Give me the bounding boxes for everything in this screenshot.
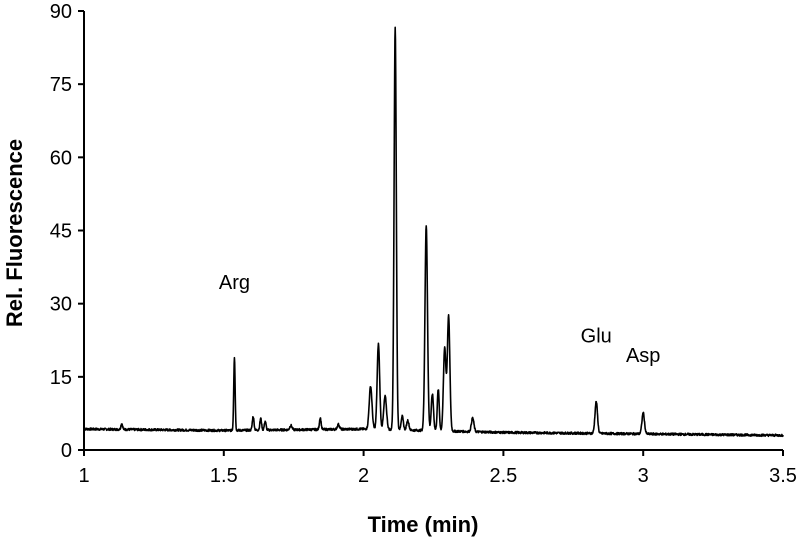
y-tick-label: 0 <box>61 440 72 462</box>
y-tick-label: 75 <box>50 74 72 96</box>
peak-annotations: Arg Glu Asp <box>219 272 661 367</box>
x-tick-label: 1 <box>78 465 89 487</box>
x-tick-label: 2 <box>358 465 369 487</box>
peak-label-glu: Glu <box>581 326 612 348</box>
peak-label-arg: Arg <box>219 272 250 294</box>
x-tick-label: 2.5 <box>489 465 517 487</box>
y-tick-label: 60 <box>50 147 72 169</box>
x-ticks: 1 1.5 2 2.5 3 3.5 <box>78 450 797 487</box>
fluorescence-trace <box>83 26 784 438</box>
y-axis-title: Rel. Fluorescence <box>2 139 27 327</box>
peak-label-asp: Asp <box>626 345 660 367</box>
x-tick-label: 3 <box>638 465 649 487</box>
x-tick-label: 1.5 <box>210 465 238 487</box>
x-axis-title: Time (min) <box>368 512 479 537</box>
y-tick-label: 15 <box>50 367 72 389</box>
x-tick-label: 3.5 <box>769 465 797 487</box>
y-tick-label: 30 <box>50 294 72 316</box>
y-tick-label: 90 <box>50 1 72 23</box>
y-ticks: 0 15 30 45 60 75 90 <box>50 1 84 462</box>
y-tick-label: 45 <box>50 221 72 243</box>
